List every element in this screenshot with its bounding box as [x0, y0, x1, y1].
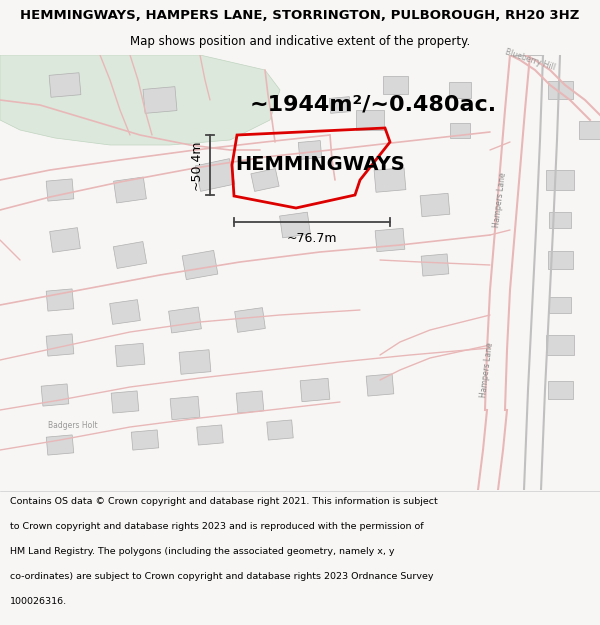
- Bar: [546, 170, 574, 190]
- Text: ~50.4m: ~50.4m: [190, 140, 203, 190]
- Text: co-ordinates) are subject to Crown copyright and database rights 2023 Ordnance S: co-ordinates) are subject to Crown copyr…: [10, 572, 434, 581]
- Bar: [46, 334, 74, 356]
- Bar: [50, 228, 80, 253]
- Bar: [113, 241, 146, 269]
- Bar: [113, 177, 146, 203]
- Bar: [549, 297, 571, 313]
- Bar: [49, 72, 81, 98]
- Bar: [366, 374, 394, 396]
- Bar: [267, 420, 293, 440]
- Bar: [46, 289, 74, 311]
- Text: HEMMINGWAYS: HEMMINGWAYS: [235, 156, 405, 174]
- Text: to Crown copyright and database rights 2023 and is reproduced with the permissio: to Crown copyright and database rights 2…: [10, 522, 424, 531]
- Text: ~1944m²/~0.480ac.: ~1944m²/~0.480ac.: [250, 95, 497, 115]
- Text: Hampers Lane: Hampers Lane: [492, 172, 508, 228]
- Text: HM Land Registry. The polygons (including the associated geometry, namely x, y: HM Land Registry. The polygons (includin…: [10, 547, 395, 556]
- Bar: [197, 425, 223, 445]
- Bar: [143, 87, 177, 113]
- Bar: [131, 430, 159, 450]
- Bar: [298, 141, 322, 159]
- Polygon shape: [0, 55, 280, 145]
- Text: 100026316.: 100026316.: [10, 597, 67, 606]
- Bar: [374, 168, 406, 192]
- Bar: [251, 169, 279, 191]
- Bar: [46, 179, 74, 201]
- Bar: [546, 335, 574, 355]
- Bar: [179, 350, 211, 374]
- Bar: [329, 97, 350, 113]
- Bar: [235, 308, 265, 332]
- Bar: [280, 212, 310, 238]
- Bar: [579, 121, 600, 139]
- Bar: [548, 81, 572, 99]
- Bar: [548, 381, 572, 399]
- Bar: [300, 378, 330, 402]
- Bar: [115, 343, 145, 367]
- Bar: [375, 228, 405, 252]
- Bar: [548, 251, 572, 269]
- Bar: [383, 76, 407, 94]
- Bar: [450, 122, 470, 138]
- Bar: [356, 110, 384, 130]
- Bar: [169, 307, 202, 333]
- Text: Blueberry Hill: Blueberry Hill: [504, 48, 556, 72]
- Text: Map shows position and indicative extent of the property.: Map shows position and indicative extent…: [130, 35, 470, 48]
- Text: Badgers Holt: Badgers Holt: [48, 421, 98, 429]
- Text: Hampers Lane: Hampers Lane: [479, 342, 495, 398]
- Bar: [421, 254, 449, 276]
- Bar: [46, 435, 74, 455]
- Text: HEMMINGWAYS, HAMPERS LANE, STORRINGTON, PULBOROUGH, RH20 3HZ: HEMMINGWAYS, HAMPERS LANE, STORRINGTON, …: [20, 9, 580, 22]
- Bar: [170, 396, 200, 419]
- Text: ~76.7m: ~76.7m: [287, 231, 337, 244]
- Bar: [111, 391, 139, 413]
- Bar: [449, 82, 471, 98]
- Bar: [236, 391, 264, 413]
- Bar: [41, 384, 69, 406]
- Bar: [549, 212, 571, 228]
- Bar: [195, 159, 235, 191]
- Bar: [420, 193, 450, 217]
- Bar: [182, 251, 218, 279]
- Bar: [110, 299, 140, 324]
- Text: Contains OS data © Crown copyright and database right 2021. This information is : Contains OS data © Crown copyright and d…: [10, 497, 438, 506]
